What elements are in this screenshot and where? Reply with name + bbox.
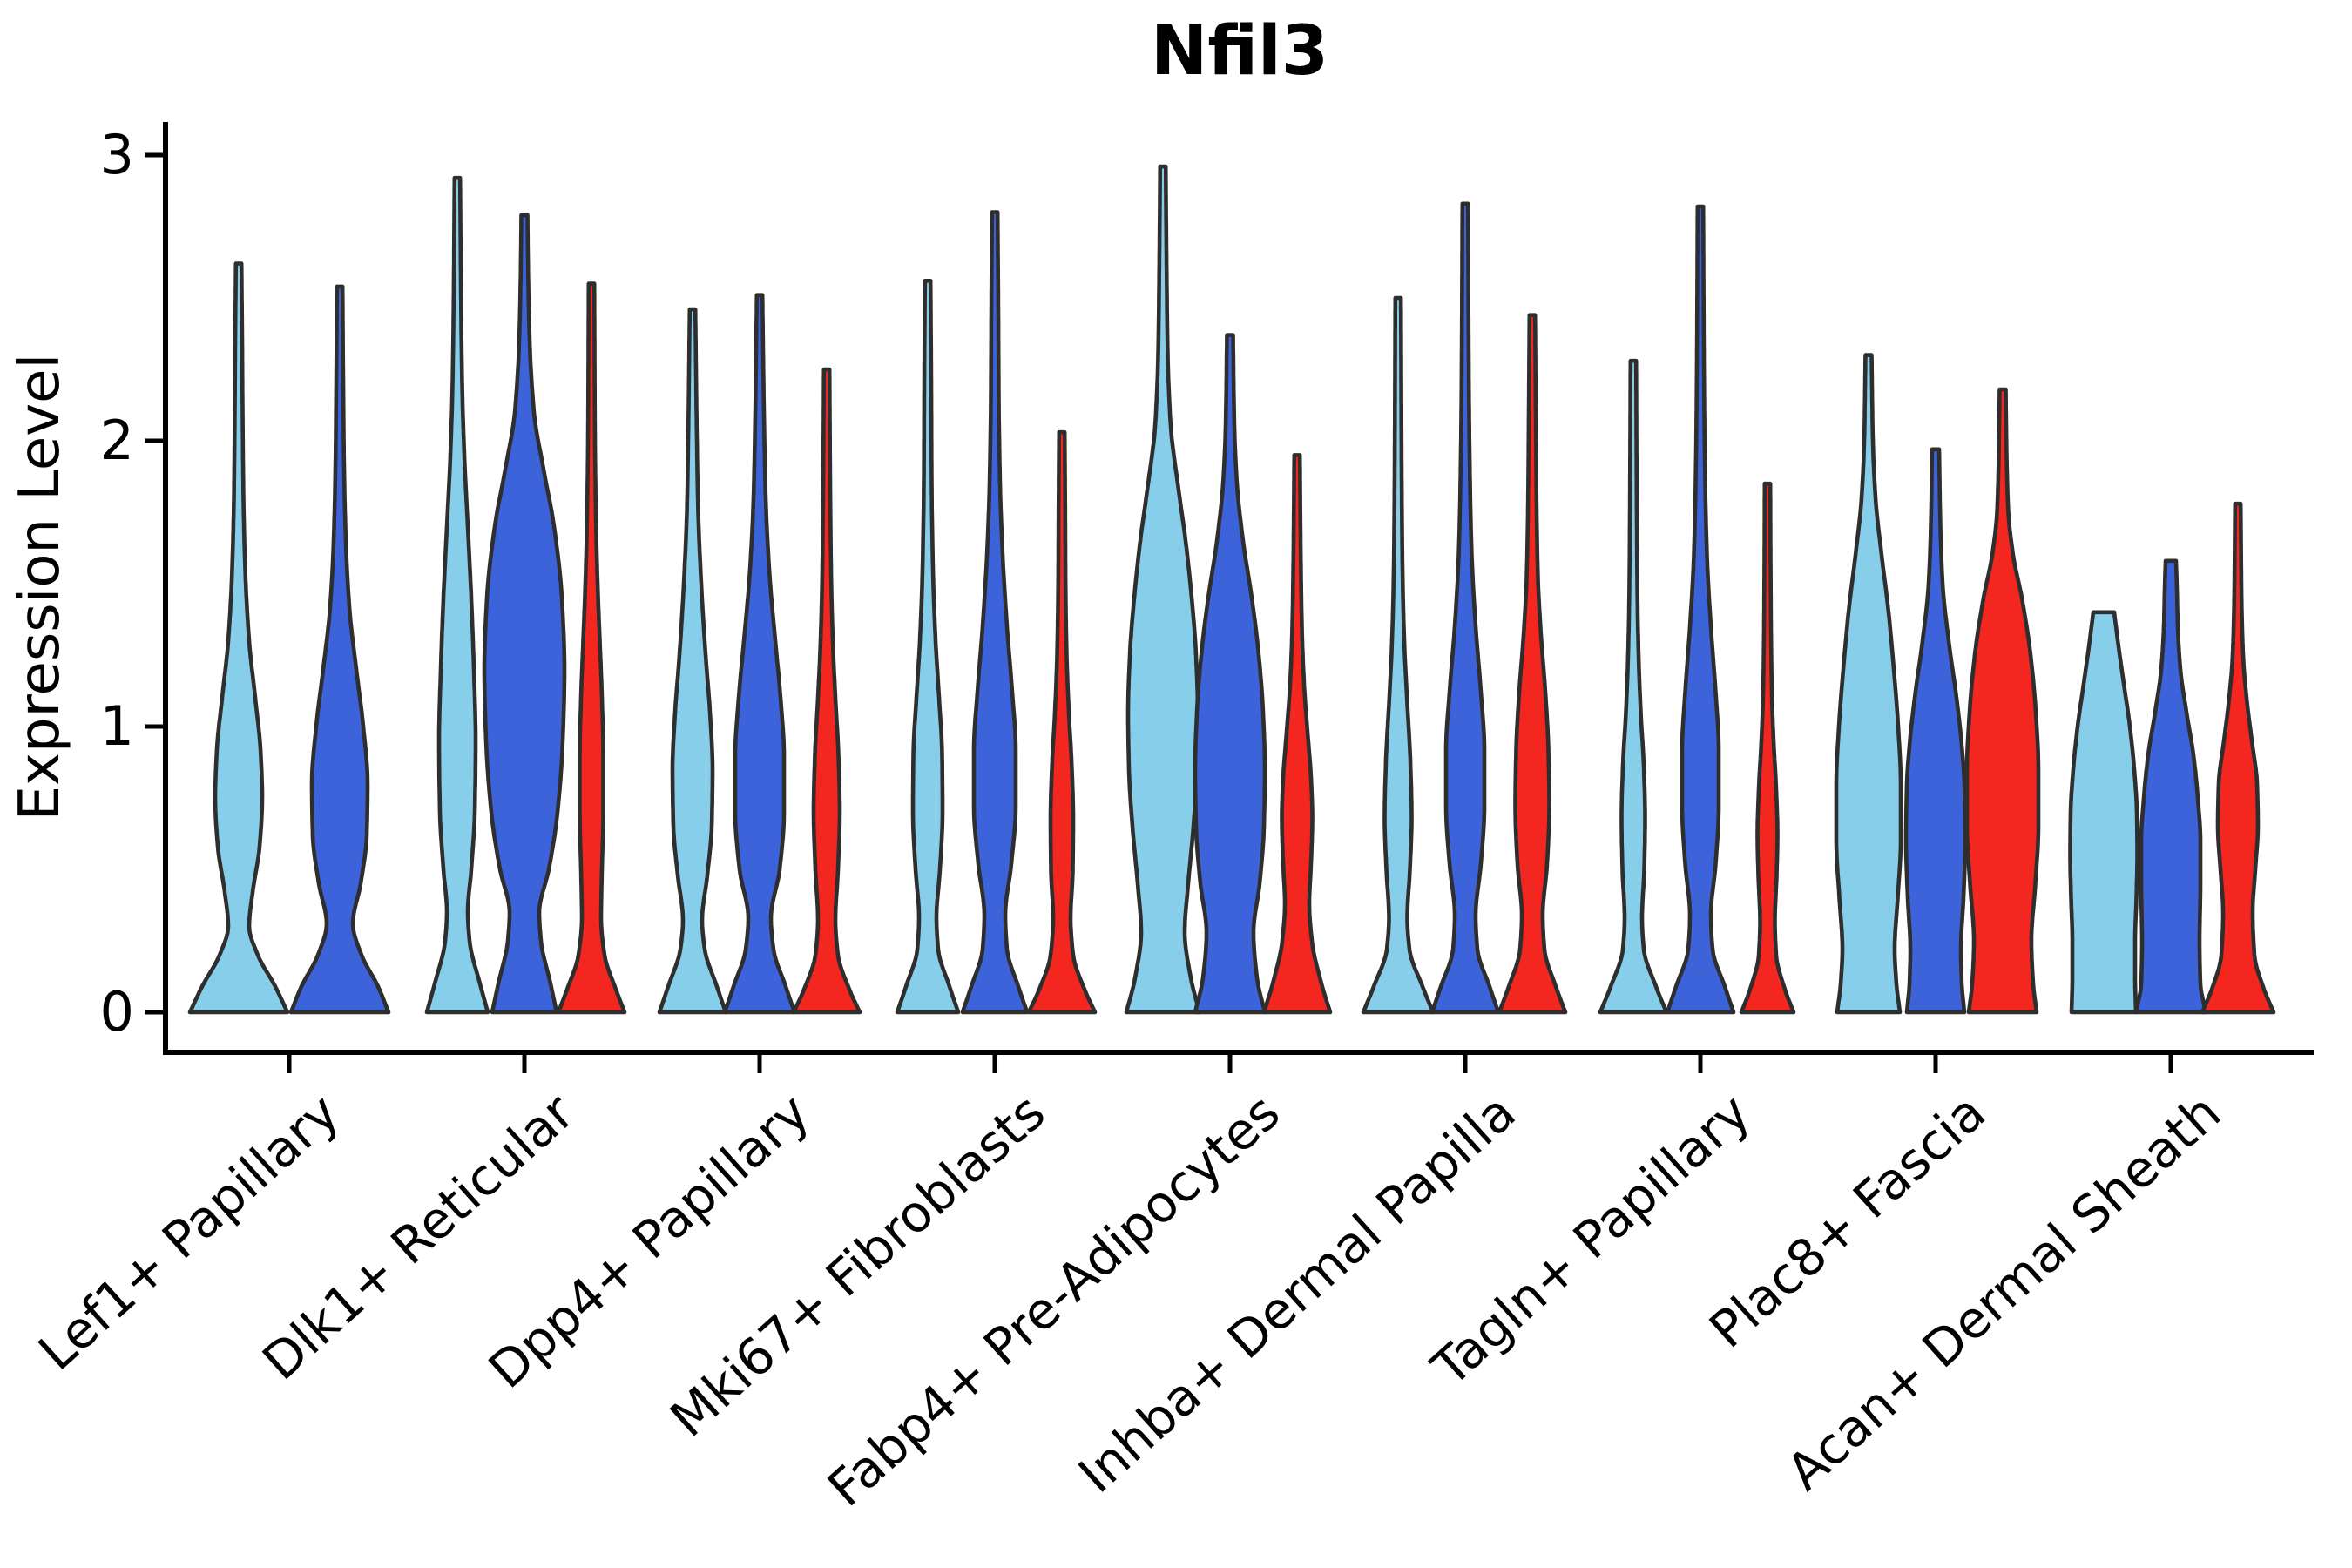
violin-mki67-blue	[960, 210, 1030, 1015]
violin-acan-lightblue	[2068, 610, 2139, 1015]
violin-inhba-red	[1497, 313, 1568, 1015]
violin-dpp4-lightblue	[657, 307, 728, 1015]
chart-title: Nfil3	[1150, 12, 1329, 91]
violin-fabp4-blue	[1193, 333, 1267, 1015]
violin-dlk1-lightblue	[424, 175, 490, 1015]
violin-lef1-lightblue	[187, 261, 290, 1015]
violin-dpp4-blue	[722, 293, 797, 1015]
violin-fabp4-red	[1261, 453, 1333, 1015]
y-axis-tick-label: 2	[99, 409, 134, 472]
violin-mki67-red	[1026, 429, 1098, 1015]
violin-acan-blue	[2133, 558, 2208, 1015]
violin-dpp4-red	[791, 367, 862, 1015]
violin-inhba-blue	[1429, 201, 1501, 1015]
violin-tagln-blue	[1665, 204, 1736, 1015]
violin-plac8-red	[1964, 387, 2041, 1015]
violin-mki67-lightblue	[895, 279, 961, 1015]
y-axis-tick-label: 0	[99, 980, 134, 1044]
violin-dlk1-red	[556, 281, 627, 1015]
y-axis-tick-label: 1	[99, 694, 134, 758]
violin-lef1-blue	[288, 284, 391, 1015]
violin-fabp4-lightblue	[1124, 164, 1202, 1015]
violin-dlk1-blue	[482, 213, 567, 1015]
violin-tagln-lightblue	[1598, 358, 1669, 1015]
violin-plac8-blue	[1903, 447, 1968, 1015]
violin-inhba-lightblue	[1361, 295, 1436, 1015]
violin-acan-red	[2200, 501, 2276, 1015]
violin-plac8-lightblue	[1834, 353, 1903, 1015]
violin-tagln-red	[1739, 481, 1796, 1015]
y-axis-tick-label: 3	[99, 123, 134, 186]
